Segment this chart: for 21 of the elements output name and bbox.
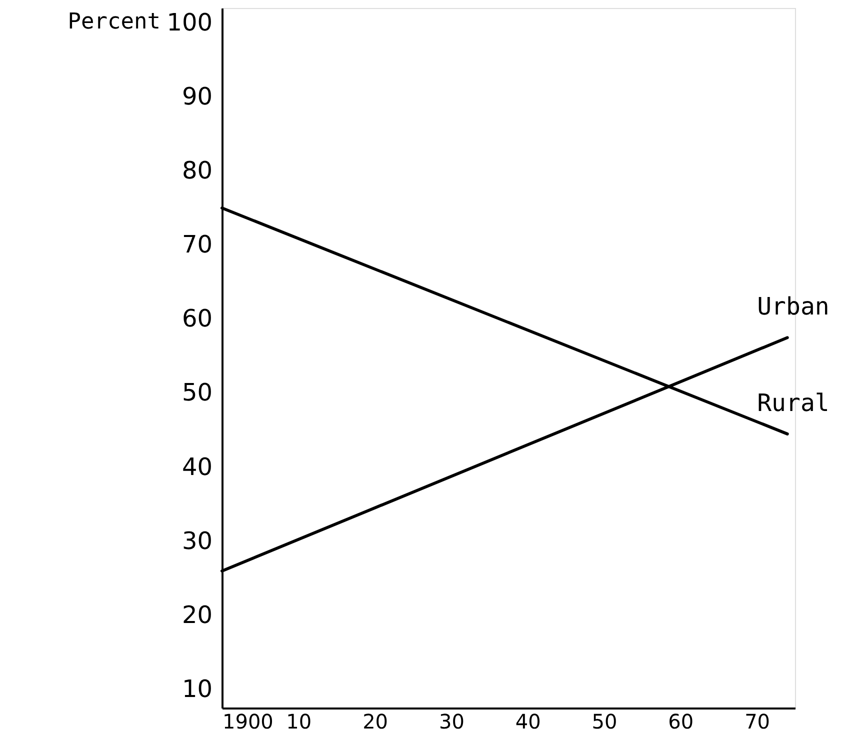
x-tick-label: 70 bbox=[744, 710, 770, 734]
y-tick-label: 10 bbox=[182, 674, 212, 703]
x-tick-label: 60 bbox=[668, 710, 694, 734]
series-label: Urban bbox=[757, 292, 830, 321]
y-tick-label: 80 bbox=[182, 156, 212, 184]
x-tick-label: 40 bbox=[515, 710, 541, 734]
y-tick-label: 30 bbox=[182, 526, 212, 555]
y-tick-label: 40 bbox=[182, 452, 212, 481]
y-axis-title: Percent bbox=[68, 10, 160, 34]
y-tick-label: 70 bbox=[182, 230, 212, 259]
x-tick-label: 30 bbox=[438, 710, 464, 734]
x-tick-label: 50 bbox=[592, 710, 618, 734]
x-tick-label: 10 bbox=[286, 710, 312, 734]
x-tick-label: 1900 bbox=[222, 710, 274, 734]
y-tick-label: 50 bbox=[182, 378, 212, 407]
series-label: Rural bbox=[757, 388, 830, 417]
y-tick-label: 20 bbox=[182, 600, 212, 629]
x-tick-label: 20 bbox=[362, 710, 388, 734]
y-tick-label: 60 bbox=[182, 304, 212, 333]
y-tick-label: 100 bbox=[166, 8, 212, 36]
y-tick-label: 90 bbox=[182, 82, 212, 110]
